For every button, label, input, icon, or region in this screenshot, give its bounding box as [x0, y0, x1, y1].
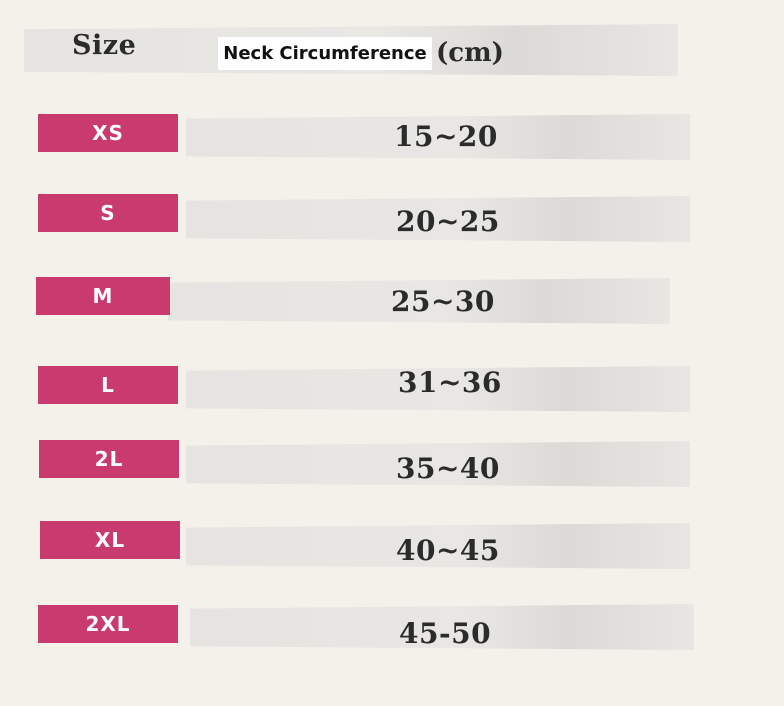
range-value-xs: 15~20 — [394, 120, 498, 153]
size-tag-xs: XS — [38, 114, 178, 152]
size-tag-xl: XL — [40, 521, 180, 559]
row-tape-strip — [168, 278, 670, 324]
row-tape-strip — [186, 366, 690, 412]
range-value-xl: 40~45 — [396, 534, 500, 567]
row-tape-strip — [186, 441, 690, 487]
range-value-s: 20~25 — [396, 205, 500, 238]
size-tag-2l: 2L — [39, 440, 179, 478]
row-tape-strip — [186, 196, 690, 242]
size-tag-l: L — [38, 366, 178, 404]
neck-circumference-header: Neck Circumference — [218, 37, 432, 70]
row-tape-strip — [186, 523, 690, 569]
row-tape-strip — [186, 114, 690, 160]
range-value-l: 31~36 — [398, 366, 502, 399]
row-tape-strip — [190, 604, 694, 650]
size-tag-s: S — [38, 194, 178, 232]
range-value-2l: 35~40 — [396, 452, 500, 485]
size-tag-m: M — [36, 277, 170, 315]
size-column-header: Size — [72, 30, 137, 61]
range-value-m: 25~30 — [391, 285, 495, 318]
size-tag-2xl: 2XL — [38, 605, 178, 643]
range-value-2xl: 45-50 — [399, 617, 492, 650]
unit-header: (cm) — [436, 38, 504, 68]
